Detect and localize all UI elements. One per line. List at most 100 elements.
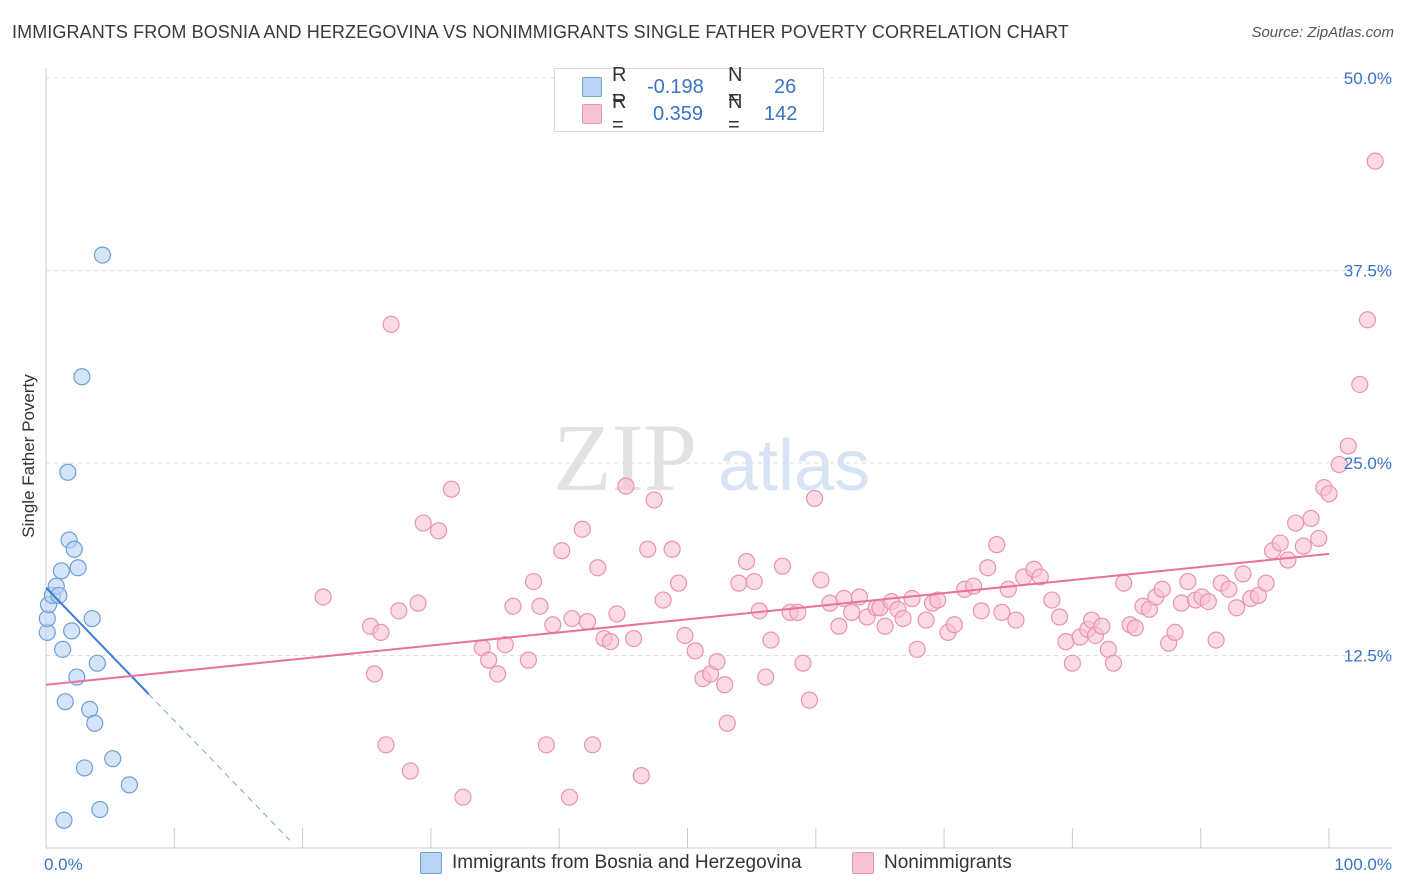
axes [45,68,1392,849]
legend-label-bosnia: Immigrants from Bosnia and Herzegovina [452,852,802,873]
bosnia-point [54,640,72,658]
nonimmigrants-point [365,665,384,683]
nonimmigrants-point [504,597,522,615]
bosnia-point [63,622,81,640]
nonimmigrants-point [1050,608,1069,626]
nonimmigrants-point [553,542,571,560]
nonimmigrants-point [454,788,472,806]
n-label: N = [728,91,743,136]
nonimmigrants-point [1330,455,1348,474]
legend-label-nonimmigrants: Nonimmigrants [884,852,1012,873]
nonimmigrants-trend-line [45,552,1330,686]
nonimmigrants-point [382,315,400,333]
nonimmigrants-point [805,489,824,508]
nonimmigrants-series [314,152,1384,806]
nonimmigrants-point [401,762,419,780]
y-tick-label: 25.0% [1344,454,1392,473]
nonimmigrants-point [496,636,514,654]
nonimmigrants-point [1166,623,1184,642]
nonimmigrants-point [686,642,704,660]
nonimmigrants-point [1358,311,1377,329]
nonimmigrants-point [1257,574,1275,592]
nonimmigrants-point [812,571,830,589]
nonimmigrants-point [519,651,538,669]
y-tick-label: 12.5% [1344,647,1392,666]
nonimmigrants-point [972,602,990,620]
y-tick-label: 50.0% [1344,69,1392,88]
bosnia-point [88,654,106,672]
nonimmigrants-point [372,623,390,642]
nonimmigrants-point [589,559,607,577]
bosnia-point [59,463,77,481]
blue-swatch [582,77,602,97]
nonimmigrants-point [608,605,626,623]
x-tick-label: 0.0% [44,855,83,874]
nonimmigrants-point [524,572,543,591]
bosnia-point [83,609,101,628]
legend-item-nonimmigrants[interactable]: Nonimmigrants [852,852,1012,874]
nonimmigrants-point [800,691,818,709]
nonimmigrants-point [1320,485,1338,503]
nonimmigrants-point [929,591,947,609]
nonimmigrants-point [531,597,549,615]
nonimmigrants-point [578,613,597,631]
nonimmigrants-point [390,602,408,620]
nonimmigrants-point [1093,617,1111,635]
nonimmigrants-point [757,668,775,686]
nonimmigrants-point [1302,509,1320,528]
nonimmigrants-point [830,617,848,635]
nonimmigrants-point [645,491,663,509]
nonimmigrants-point [654,591,672,609]
nonimmigrants-point [676,626,694,645]
r-value: 0.359 [653,102,704,125]
nonimmigrants-point [1287,514,1305,532]
chart-title: IMMIGRANTS FROM BOSNIA AND HERZEGOVINA V… [12,22,1069,42]
chart-legend: Immigrants from Bosnia and Herzegovina N… [0,852,1406,878]
bosnia-point [104,750,122,768]
nonimmigrants-point [843,603,861,621]
nonimmigrants-point [917,611,935,629]
nonimmigrants-point [903,589,921,608]
nonimmigrants-point [583,736,602,754]
source-label: Source: ZipAtlas.com [1251,24,1394,41]
n-value: 142 [764,102,798,125]
nonimmigrants-point [794,654,812,672]
nonimmigrants-point [1366,152,1384,170]
nonimmigrants-point [1104,654,1123,672]
nonimmigrants-point [988,536,1006,554]
bosnia-point [86,714,104,732]
nonimmigrants-point [1228,599,1246,617]
nonimmigrants-point [1179,572,1197,591]
legend-item-bosnia[interactable]: Immigrants from Bosnia and Herzegovina [420,852,802,874]
nonimmigrants-point [314,588,332,606]
nonimmigrants-point [1153,580,1171,598]
nonimmigrants-point [945,616,963,634]
nonimmigrants-point [773,557,792,575]
nonimmigrants-point [1031,568,1049,586]
nonimmigrants-point [1199,592,1217,611]
nonimmigrants-point [999,580,1017,598]
nonimmigrants-point [716,676,734,694]
tick-labels: 12.5% 25.0% 37.5% 50.0% 0.0% 100.0% [44,69,1392,874]
bosnia-trend-extension [148,693,291,841]
bosnia-point [120,776,138,794]
nonimmigrants-point [894,609,912,628]
nonimmigrants-point [442,480,461,498]
bosnia-series [38,246,138,829]
nonimmigrants-point [876,617,894,635]
nonimmigrants-point [1271,534,1289,552]
nonimmigrants-point [737,552,756,571]
bosnia-point [93,246,112,264]
watermark: ZIP atlas [553,404,870,511]
nonimmigrants-point [718,714,736,732]
bosnia-point [75,759,94,777]
nonimmigrants-point [409,594,427,612]
nonimmigrants-point [979,559,997,577]
nonimmigrants-point [663,540,681,558]
y-axis-label: Single Father Poverty [19,374,38,538]
nonimmigrants-point [639,540,657,558]
nonimmigrants-point [1063,654,1082,672]
stats-box: R = -0.198 N = 26 R = 0.359 N = 142 [554,64,824,136]
nonimmigrants-point [1126,619,1144,637]
bosnia-point [52,562,70,580]
